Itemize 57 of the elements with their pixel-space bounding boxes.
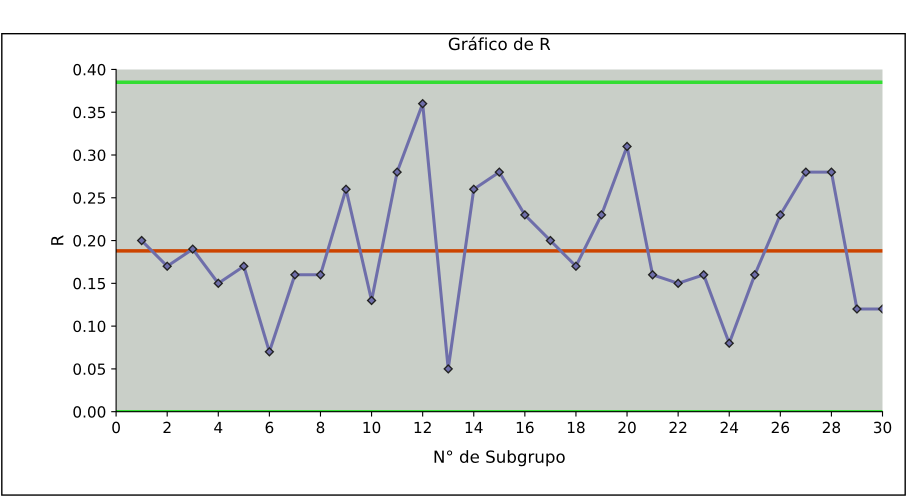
- chart-title: Gráfico de R: [448, 36, 550, 50]
- y-tick-label: 0.25: [73, 192, 106, 204]
- point: [418, 99, 428, 108]
- point: [494, 167, 504, 177]
- point: [316, 270, 326, 280]
- y-tick-label: 0.35: [73, 106, 106, 118]
- point: [137, 236, 146, 246]
- point: [546, 236, 556, 246]
- x-tick-label: 0: [112, 422, 120, 434]
- x-tick-label: 16: [516, 422, 534, 434]
- y-tick-label: 0.10: [73, 320, 106, 332]
- point: [750, 270, 760, 280]
- point: [469, 184, 478, 194]
- x-tick-label: 28: [822, 422, 840, 434]
- x-tick-label: 6: [266, 422, 274, 434]
- y-axis-title: R: [51, 235, 64, 245]
- y-tick-label: 0.00: [73, 406, 106, 418]
- point: [699, 270, 708, 280]
- x-axis-title: N° de Subgrupo: [434, 450, 565, 466]
- x-tick-label: 2: [163, 422, 171, 434]
- point: [366, 296, 376, 306]
- x-tick-label: 14: [466, 422, 483, 434]
- y-tick-label: 0.40: [73, 64, 106, 76]
- point: [852, 304, 862, 314]
- x-tick-label: 24: [720, 422, 738, 434]
- x-tick-label: 30: [874, 422, 892, 434]
- x-tick-label: 18: [568, 422, 585, 434]
- x-tick-label: 22: [670, 422, 686, 434]
- point: [214, 278, 223, 288]
- point: [290, 270, 300, 280]
- point: [648, 270, 658, 280]
- x-tick-label: 26: [772, 422, 790, 434]
- point: [392, 167, 402, 177]
- x-tick-label: 8: [316, 422, 324, 434]
- point: [776, 210, 785, 220]
- point: [520, 210, 530, 220]
- point: [622, 142, 632, 152]
- point: [826, 167, 836, 177]
- y-tick-label: 0.20: [73, 235, 106, 247]
- point: [674, 278, 683, 288]
- point: [724, 338, 734, 348]
- x-tick-label: 10: [364, 422, 380, 434]
- point: [188, 244, 198, 254]
- x-tick-label: 4: [214, 422, 222, 434]
- x-tick-label: 12: [414, 422, 431, 434]
- x-tick-label: 20: [618, 422, 636, 434]
- point: [264, 347, 274, 356]
- y-tick-label: 0.05: [73, 363, 106, 375]
- y-tick-label: 0.15: [73, 278, 106, 290]
- point: [162, 262, 172, 271]
- point: [239, 262, 248, 271]
- point: [596, 210, 606, 220]
- point: [801, 167, 810, 177]
- y-tick-label: 0.30: [73, 149, 106, 162]
- point: [341, 184, 351, 194]
- point: [571, 262, 581, 271]
- point: [444, 364, 453, 374]
